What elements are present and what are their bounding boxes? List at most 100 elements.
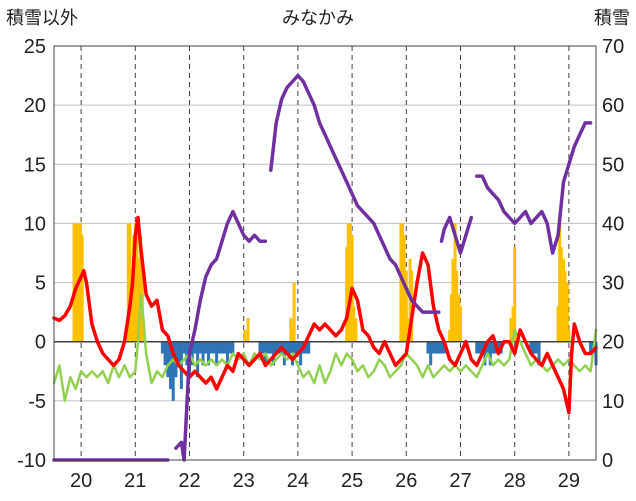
sunshine-bar [537, 341, 541, 366]
precipitation-bar [511, 306, 515, 342]
precipitation-bar [289, 318, 293, 342]
sunshine-bar [437, 341, 441, 354]
precipitation-bar [565, 282, 569, 342]
sunshine-bar [491, 341, 495, 354]
precipitation-bar [126, 223, 130, 342]
sunshine-bar [426, 341, 430, 354]
sunshine-bar [534, 341, 538, 354]
left-tick-label: 5 [35, 273, 46, 295]
sunshine-bar [440, 341, 444, 354]
precipitation-bar [451, 258, 455, 342]
sunshine-bar [434, 341, 438, 354]
x-tick-label: 29 [558, 470, 580, 492]
sunshine-bar [196, 341, 200, 378]
right-tick-label: 10 [602, 391, 624, 413]
precipitation-bar [139, 235, 143, 342]
precipitation-bar [410, 270, 414, 342]
sunshine-bar [532, 341, 536, 354]
precipitation-bar [457, 294, 461, 342]
precipitation-bar [449, 294, 453, 342]
left-axis-title: 積雪以外 [6, 8, 78, 29]
precipitation-bar [246, 318, 250, 342]
sunshine-bar [169, 341, 173, 390]
precipitation-bar [72, 223, 76, 342]
precipitation-bar [459, 306, 462, 342]
precipitation-bar [74, 223, 78, 342]
precipitation-bar [509, 318, 513, 342]
precipitation-bar [559, 247, 563, 342]
sunshine-bar [193, 341, 197, 354]
precipitation-bar [352, 306, 356, 342]
sunshine-bar [209, 341, 213, 354]
right-tick-label: 30 [602, 273, 624, 295]
precipitation-bar [128, 223, 132, 342]
sunshine-bar [431, 341, 435, 354]
x-tick-label: 21 [124, 470, 146, 492]
sunshine-bar [177, 341, 181, 366]
sunshine-bar [201, 341, 205, 366]
sunshine-bar [198, 341, 202, 354]
sunshine-bar [266, 341, 270, 354]
x-tick-label: 26 [395, 470, 417, 492]
precipitation-bar [556, 306, 560, 342]
humidity-line [52, 293, 598, 403]
sunshine-bar [274, 341, 278, 354]
x-tick-label: 27 [449, 470, 471, 492]
sunshine-bar [282, 341, 286, 366]
precipitation-bar [561, 258, 565, 342]
right-tick-label: 70 [602, 36, 624, 58]
x-tick-label: 22 [178, 470, 200, 492]
sunshine-bar [304, 341, 308, 354]
left-tick-label: 25 [24, 36, 46, 58]
sunshine-bar [486, 341, 490, 354]
x-tick-label: 20 [70, 470, 92, 492]
sunshine-bar [272, 341, 276, 366]
precipitation-bar [80, 235, 84, 342]
precipitation-bar [346, 223, 350, 342]
x-tick-label: 25 [341, 470, 363, 492]
sunshine-bar [228, 341, 232, 354]
sunshine-bar [293, 341, 297, 354]
sunshine-bar [277, 341, 281, 354]
sunshine-bar [299, 341, 303, 366]
sunshine-bar [185, 341, 189, 366]
right-tick-label: 0 [602, 450, 613, 472]
sunshine-bar [483, 341, 487, 366]
sunshine-bar [429, 341, 433, 366]
precipitation-bar [448, 329, 452, 342]
sunshine-bar [163, 341, 167, 366]
sunshine-bar [258, 341, 262, 354]
right-tick-label: 20 [602, 332, 624, 354]
sunshine-bar [160, 341, 164, 354]
sunshine-bar [231, 341, 235, 354]
precipitation-bar [558, 223, 562, 342]
sunshine-bar [288, 341, 292, 354]
sunshine-bar [215, 341, 219, 366]
plot-area: -10 -5 0 5 10 15 20 25 0 10 20 30 40 50 60 70 20 21 22 23 24… [17, 36, 624, 492]
sunshine-bar [225, 341, 229, 366]
precipitation-bar [133, 223, 137, 342]
precipitation-bar [135, 223, 139, 342]
x-tick-label: 28 [504, 470, 526, 492]
precipitation-bar [79, 223, 83, 342]
x-tick-label: 24 [287, 470, 309, 492]
sunshine-bar [285, 341, 289, 354]
sunshine-bar [296, 341, 300, 354]
right-tick-label: 40 [602, 213, 624, 235]
sunshine-bar [190, 341, 194, 366]
precipitation-bar [348, 223, 352, 342]
precipitation-bar [130, 294, 134, 342]
sunshine-bar [261, 341, 265, 354]
sunshine-bar [488, 341, 492, 366]
sunshine-bar [223, 341, 227, 354]
sunshine-bar [166, 341, 170, 378]
x-tick-label: 23 [233, 470, 255, 492]
plot-border [53, 45, 597, 461]
precipitation-bar [399, 223, 403, 342]
sunshine-bar [220, 341, 224, 354]
precipitation-bar [404, 270, 408, 342]
sunshine-bar [529, 341, 533, 354]
sunshine-bar [496, 341, 500, 354]
sunshine-bar [475, 341, 479, 354]
